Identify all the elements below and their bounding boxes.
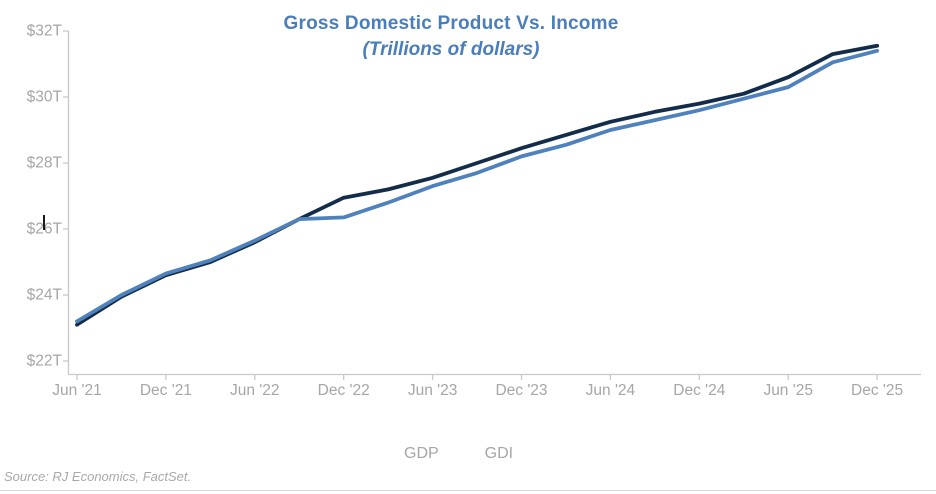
gdp-line bbox=[75, 43, 879, 327]
gdi-line bbox=[75, 48, 879, 324]
legend-item-gdp: GDP bbox=[404, 445, 439, 462]
x-tick-label: Jun '21 bbox=[52, 382, 102, 399]
text-cursor-artifact bbox=[43, 215, 45, 230]
legend-item-gdi: GDI bbox=[484, 445, 514, 462]
bottom-divider bbox=[0, 490, 936, 491]
chart-title: Gross Domestic Product Vs. Income bbox=[283, 13, 619, 34]
x-tick-label: Dec '21 bbox=[140, 382, 192, 399]
x-tick-label: Jun '24 bbox=[586, 382, 636, 399]
chart-subtitle: (Trillions of dollars) bbox=[362, 39, 540, 60]
title-block: Gross Domestic Product Vs. Income (Trill… bbox=[0, 13, 902, 61]
source-note: Source: RJ Economics, FactSet. bbox=[4, 469, 192, 484]
x-tick-label: Jun '22 bbox=[230, 382, 280, 399]
x-tick-label: Dec '24 bbox=[673, 382, 725, 399]
y-tick-label: $24T bbox=[27, 287, 63, 304]
x-tick-label: Dec '23 bbox=[495, 382, 547, 399]
y-tick-label: $28T bbox=[27, 155, 63, 172]
x-tick-label: Jun '23 bbox=[408, 382, 458, 399]
y-tick-label: $22T bbox=[27, 353, 63, 370]
x-tick-label: Dec '22 bbox=[318, 382, 370, 399]
y-tick-label: $32T bbox=[27, 23, 63, 40]
legend: GDP GDI bbox=[404, 445, 513, 463]
x-tick-label: Jun '25 bbox=[763, 382, 813, 399]
x-tick-label: Dec '25 bbox=[851, 382, 903, 399]
y-tick-label: $30T bbox=[27, 89, 63, 106]
